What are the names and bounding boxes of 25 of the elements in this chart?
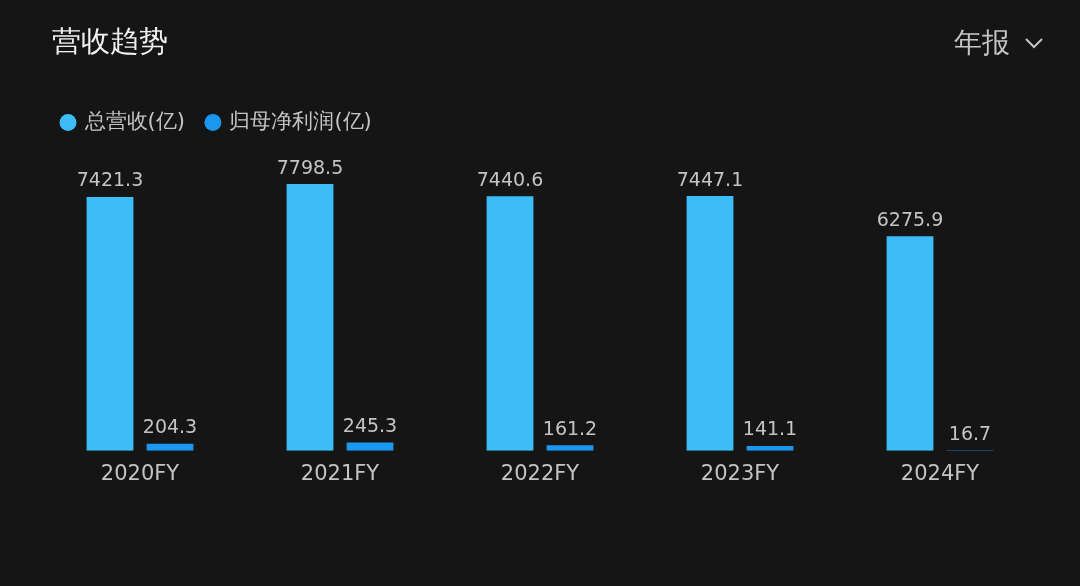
text: 年报 (954, 25, 1010, 61)
x-tick-label: 2021FY (300, 460, 380, 485)
data-label: 7440.6 (476, 167, 544, 190)
data-label: 161.2 (542, 416, 598, 439)
legend-label: 归母净利润(亿) (229, 108, 372, 133)
data-label: 204.3 (142, 415, 198, 438)
bar (286, 184, 334, 451)
data-label: 6275.9 (876, 207, 944, 230)
x-tick-label: 2020FY (100, 460, 180, 485)
data-label: 141.1 (742, 417, 798, 440)
chart-title: 营收趋势 (52, 23, 168, 60)
bar (86, 196, 134, 451)
data-label: 16.7 (948, 421, 992, 444)
legend-label: 总营收(亿) (83, 108, 185, 133)
x-tick-label: 2024FY (900, 460, 980, 485)
x-tick-label: 2022FY (500, 460, 580, 485)
data-label: 7447.1 (676, 167, 744, 190)
data-label: 245.3 (342, 413, 398, 436)
x-tick-label: 2023FY (700, 460, 780, 485)
bar (886, 236, 934, 451)
bar (346, 442, 394, 451)
data-label: 7421.3 (76, 168, 144, 191)
bar (686, 196, 734, 451)
bar (486, 196, 534, 451)
data-label: 7798.5 (276, 155, 344, 178)
